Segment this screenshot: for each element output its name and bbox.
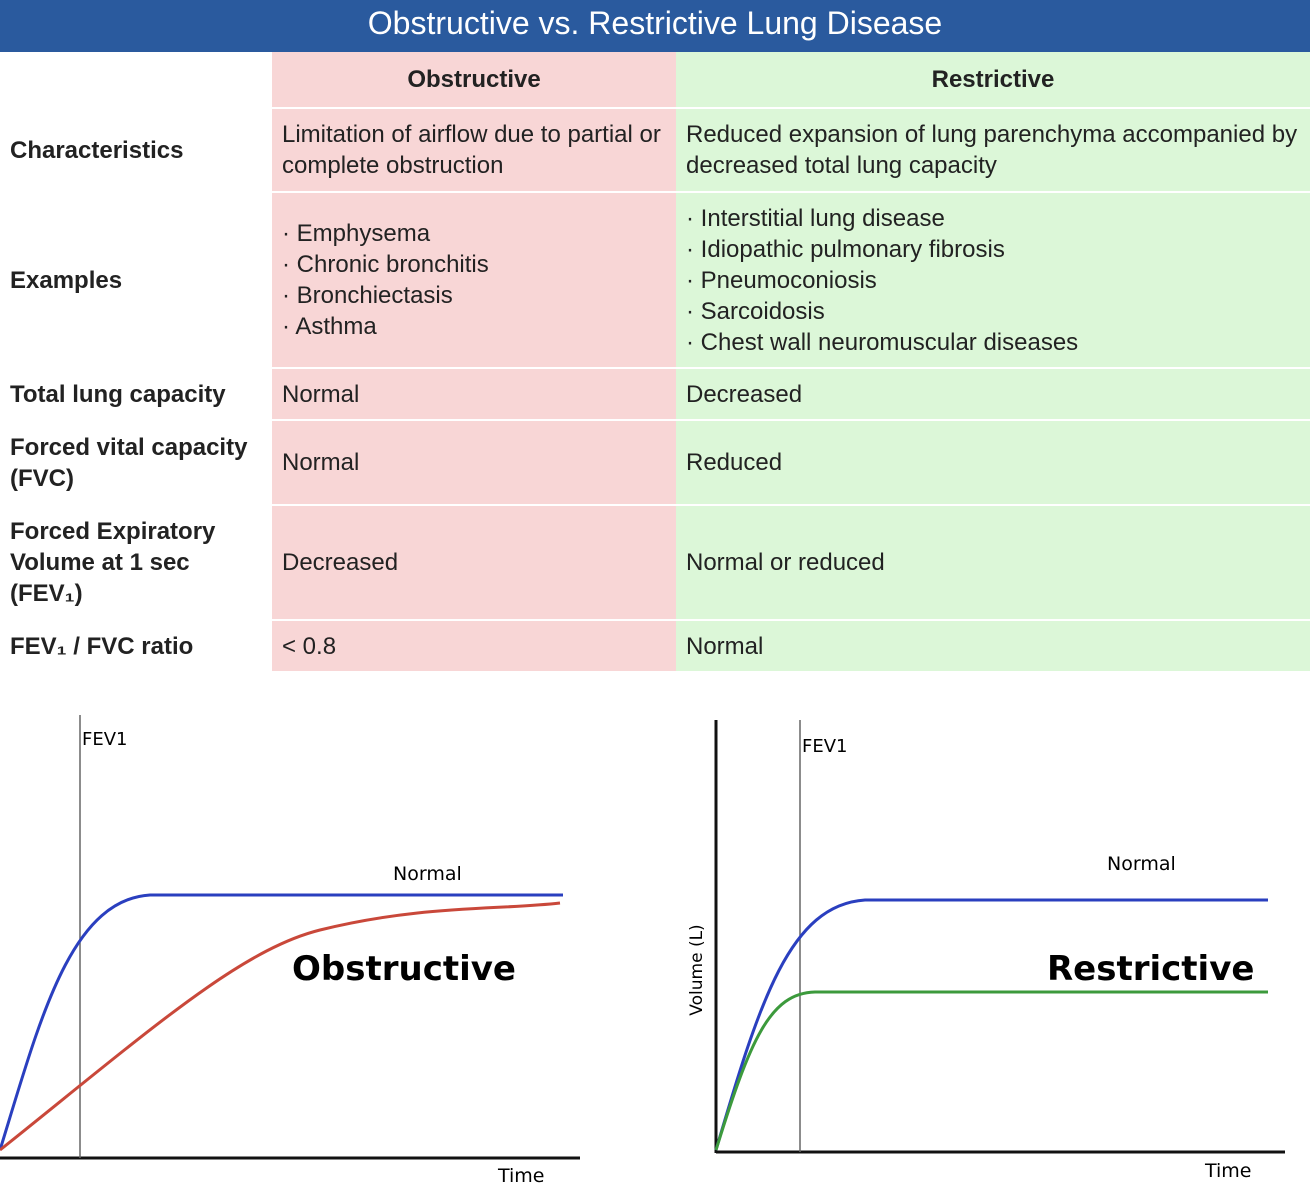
curve-label: Normal bbox=[1107, 853, 1176, 875]
fev1-label: FEV1 bbox=[802, 736, 848, 757]
cell: Normal bbox=[272, 420, 676, 506]
row-label: Forced Expiratory Volume at 1 sec (FEV₁) bbox=[0, 505, 272, 621]
cell: Normal or reduced bbox=[676, 505, 1310, 621]
example-item: Sarcoidosis bbox=[686, 296, 1300, 327]
example-item: Interstitial lung disease bbox=[686, 203, 1300, 234]
cell: < 0.8 bbox=[272, 620, 676, 673]
normal-curve bbox=[714, 898, 1268, 1151]
example-item: Chest wall neuromuscular diseases bbox=[686, 327, 1300, 358]
cell: Normal bbox=[272, 368, 676, 421]
cell: Limitation of airflow due to partial or … bbox=[272, 108, 676, 193]
restrictive-diagram bbox=[714, 720, 1285, 1154]
example-item: Chronic bronchitis bbox=[282, 249, 666, 280]
column-header: Restrictive bbox=[676, 52, 1310, 109]
example-item: Pneumoconiosis bbox=[686, 265, 1300, 296]
obstructive-curve bbox=[0, 901, 561, 1152]
row-label: Examples bbox=[0, 192, 272, 369]
cell: Decreased bbox=[676, 368, 1310, 421]
example-item: Bronchiectasis bbox=[282, 280, 666, 311]
row-label: Total lung capacity bbox=[0, 368, 272, 421]
row-label: FEV₁ / FVC ratio bbox=[0, 620, 272, 673]
fev1-label: FEV1 bbox=[82, 729, 128, 750]
example-item: Asthma bbox=[282, 311, 666, 342]
title: Obstructive vs. Restrictive Lung Disease bbox=[0, 0, 1310, 52]
curve-label: Normal bbox=[393, 863, 462, 885]
normal-curve bbox=[0, 893, 563, 1151]
cell: Decreased bbox=[272, 505, 676, 621]
x-axis-label: Time bbox=[1204, 1160, 1252, 1182]
x-axis-label: Time bbox=[497, 1165, 545, 1187]
cell: Normal bbox=[676, 620, 1310, 673]
row-label: Forced vital capacity (FVC) bbox=[0, 420, 272, 506]
diagram-title: Obstructive bbox=[292, 949, 516, 989]
comparison-table: Obstructive Restrictive Characteristics Li… bbox=[0, 52, 1310, 673]
row-label: Characteristics bbox=[0, 108, 272, 193]
cell: Reduced expansion of lung parenchyma acc… bbox=[676, 108, 1310, 193]
example-list: EmphysemaChronic bronchitisBronchiectasi… bbox=[282, 218, 666, 342]
restrictive-curve bbox=[714, 990, 1268, 1151]
example-item: Idiopathic pulmonary fibrosis bbox=[686, 234, 1300, 265]
cell: Reduced bbox=[676, 420, 1310, 506]
column-header: Obstructive bbox=[272, 52, 676, 109]
diagram-title: Restrictive bbox=[1047, 949, 1254, 989]
example-list: Interstitial lung diseaseIdiopathic pulm… bbox=[686, 203, 1300, 358]
example-item: Emphysema bbox=[282, 218, 666, 249]
y-axis-label: Volume (L) bbox=[687, 924, 707, 1015]
obstructive-diagram bbox=[0, 715, 580, 1160]
